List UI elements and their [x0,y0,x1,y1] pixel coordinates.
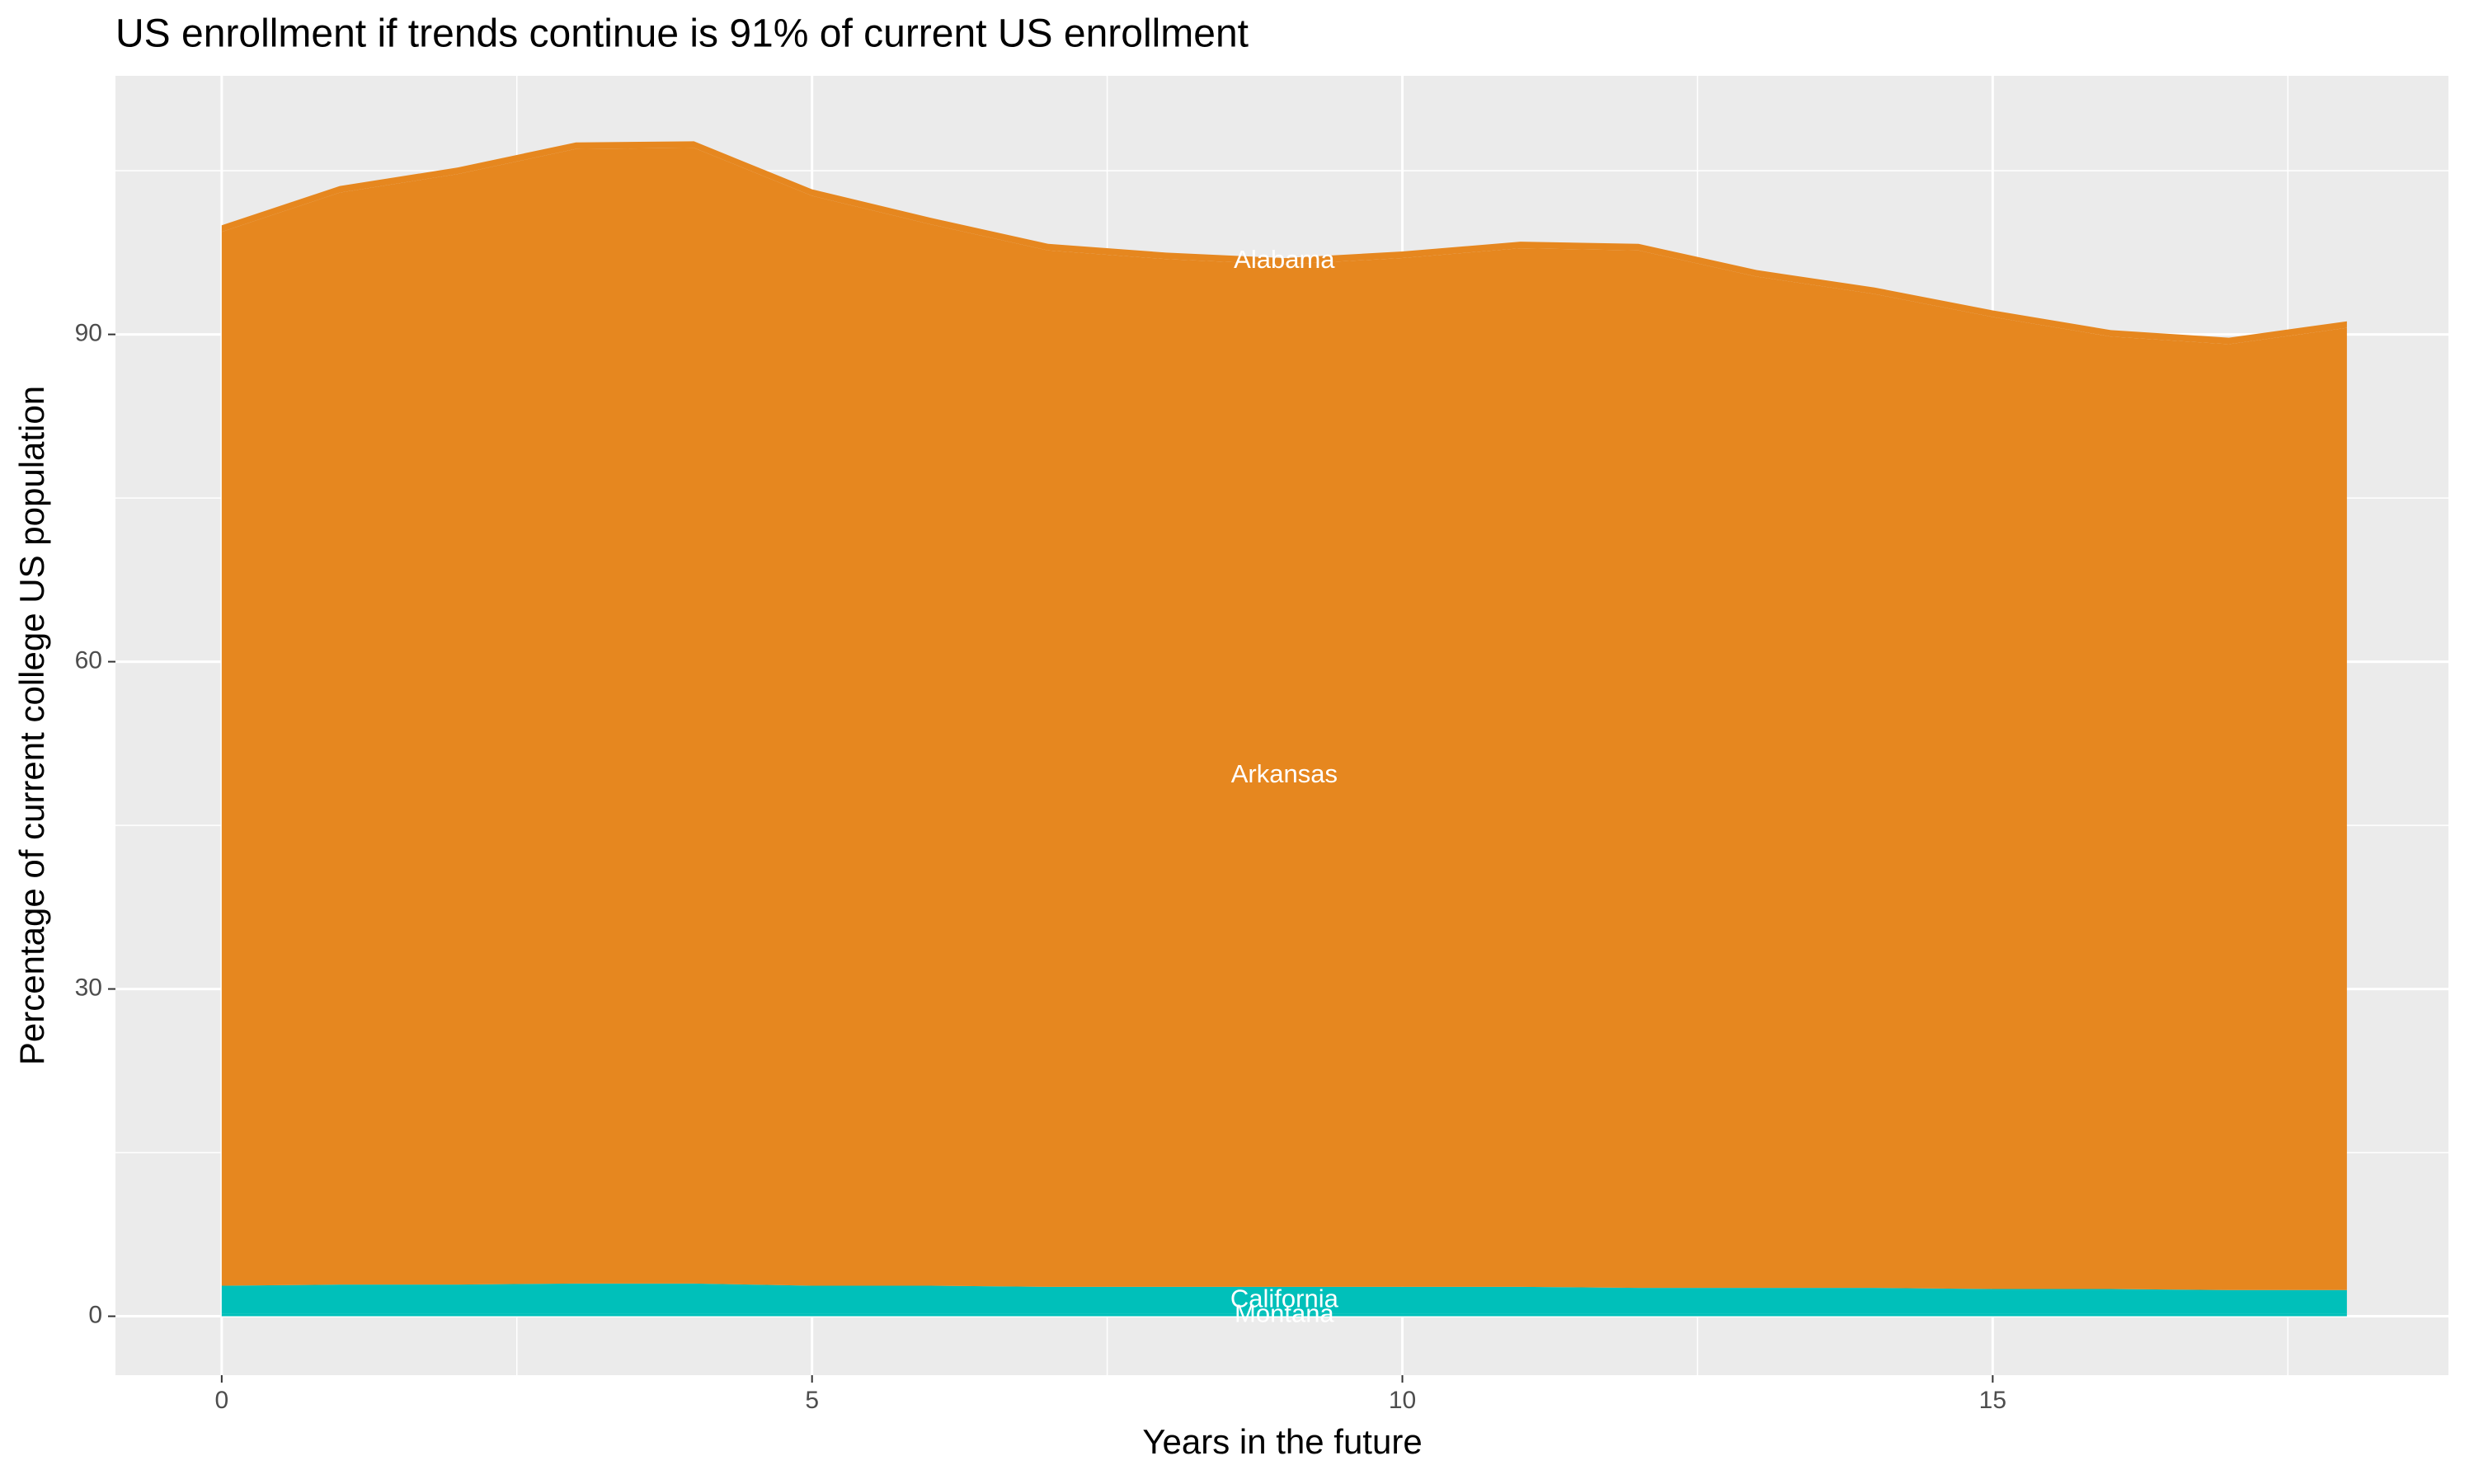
x-tick-label: 0 [215,1387,229,1414]
chart-title: US enrollment if trends continue is 91% … [115,12,1249,56]
series-label: Montana [1235,1298,1334,1327]
x-tick-label: 15 [1979,1387,2006,1414]
series-label: Alabama [1234,245,1335,274]
series-label: Arkansas [1231,759,1338,788]
area [221,1313,2347,1317]
area [221,148,2347,1290]
areas [221,141,2347,1317]
x-axis-label: Years in the future [1142,1422,1422,1461]
y-axis-label: Percentage of current college US populat… [12,386,51,1065]
series-label: California [1230,1284,1339,1313]
area [221,1283,2347,1314]
y-tick-label: 60 [75,647,102,674]
x-tick-label: 10 [1389,1387,1416,1414]
y-tick-label: 90 [75,320,102,347]
y-tick-label: 0 [88,1301,102,1328]
x-tick-label: 5 [805,1387,819,1414]
y-tick-label: 30 [75,974,102,1001]
